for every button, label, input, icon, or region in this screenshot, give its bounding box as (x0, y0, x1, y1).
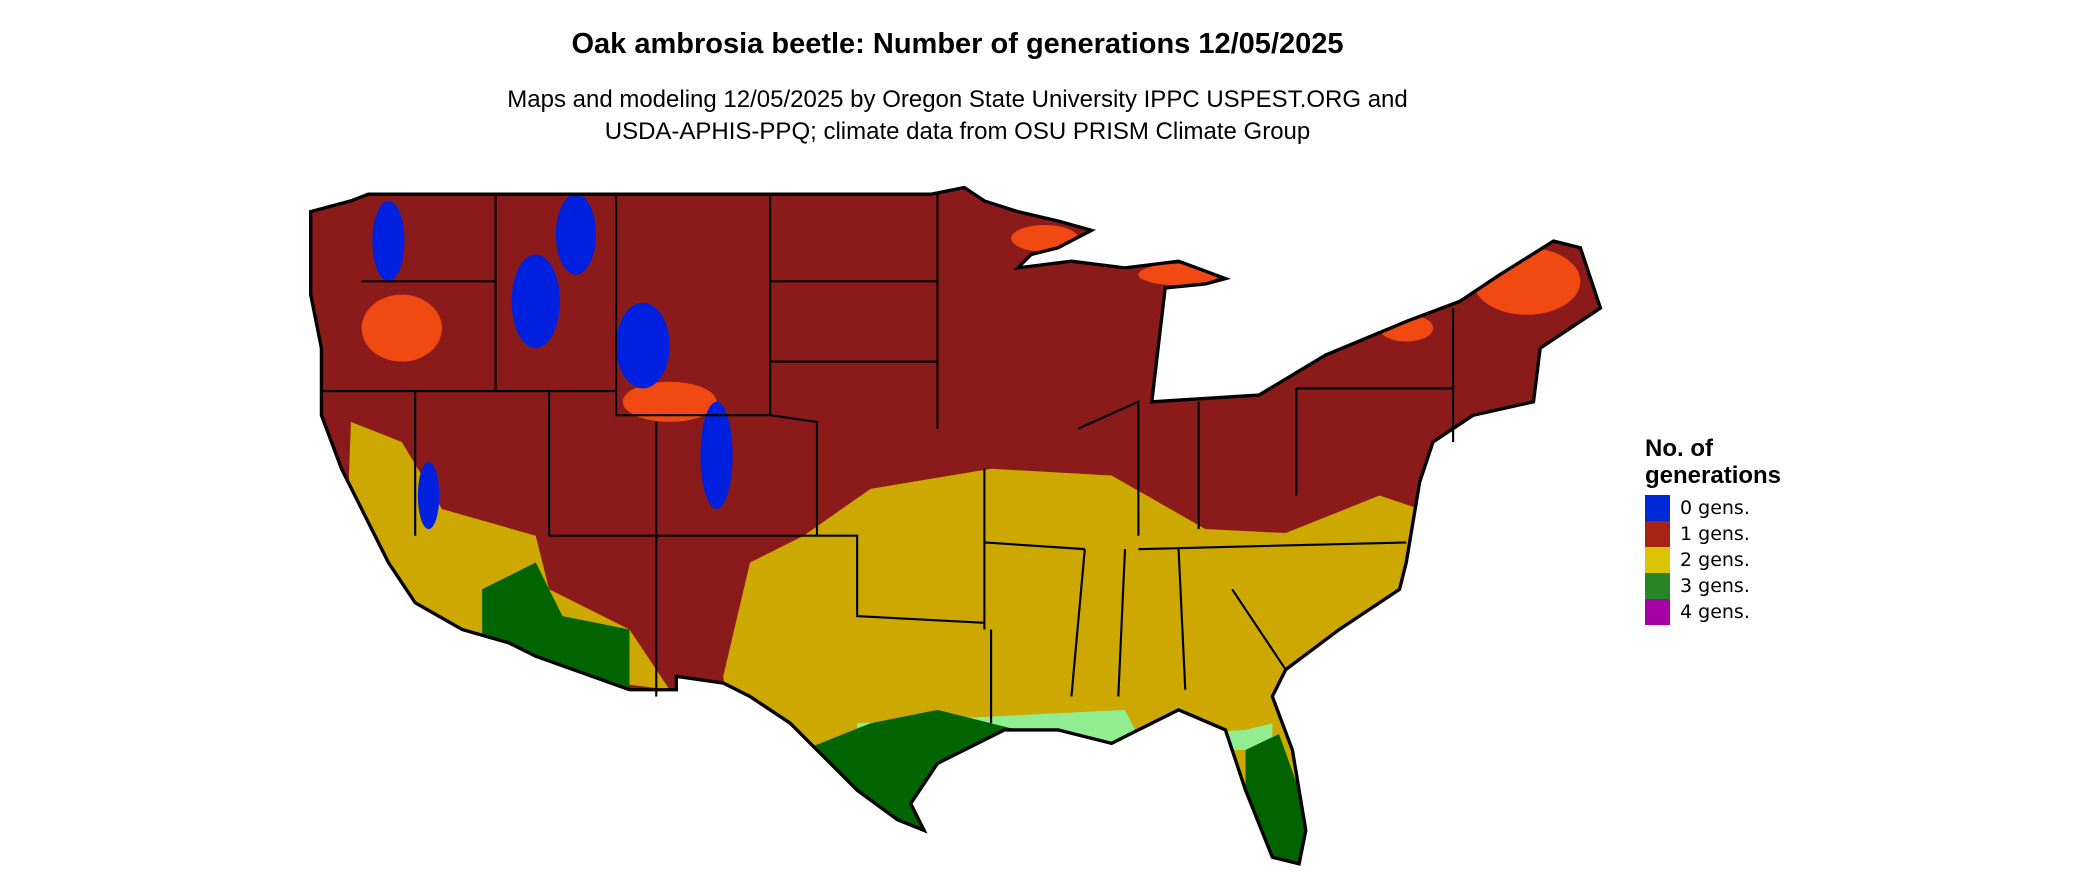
legend-swatch (1645, 521, 1670, 547)
legend-item-1: 1 gens. (1645, 521, 1781, 547)
legend-label: 4 gens. (1680, 601, 1750, 623)
legend-title-line-1: No. of (1645, 435, 1713, 462)
state-borders (321, 194, 1455, 724)
region-2-gen (723, 468, 1420, 864)
legend-label: 2 gens. (1680, 549, 1750, 571)
legend: No. of generations 0 gens. 1 gens. 2 gen… (1645, 435, 1781, 625)
legend-item-0: 0 gens. (1645, 495, 1781, 521)
legend-item-3: 3 gens. (1645, 573, 1781, 599)
legend-item-4: 4 gens. (1645, 599, 1781, 625)
legend-label: 0 gens. (1680, 497, 1750, 519)
legend-label: 1 gens. (1680, 523, 1750, 545)
legend-item-2: 2 gens. (1645, 547, 1781, 573)
region-3-gen-fl (1245, 733, 1326, 864)
legend-swatch (1645, 599, 1670, 625)
subtitle-line-2: USDA-APHIS-PPQ; climate data from OSU PR… (604, 118, 1311, 145)
region-0-gen (372, 194, 733, 530)
map-title: Oak ambrosia beetle: Number of generatio… (571, 28, 1344, 60)
legend-swatch (1645, 547, 1670, 573)
legend-swatch (1645, 573, 1670, 599)
subtitle-line-1: Maps and modeling 12/05/2025 by Oregon S… (507, 86, 1408, 113)
legend-title: No. of generations (1645, 435, 1781, 489)
map-subtitle: Maps and modeling 12/05/2025 by Oregon S… (0, 84, 1915, 148)
legend-label: 3 gens. (1680, 575, 1750, 597)
legend-swatch (1645, 495, 1670, 521)
region-3-gen-az (482, 562, 630, 690)
legend-title-line-2: generations (1645, 462, 1782, 489)
